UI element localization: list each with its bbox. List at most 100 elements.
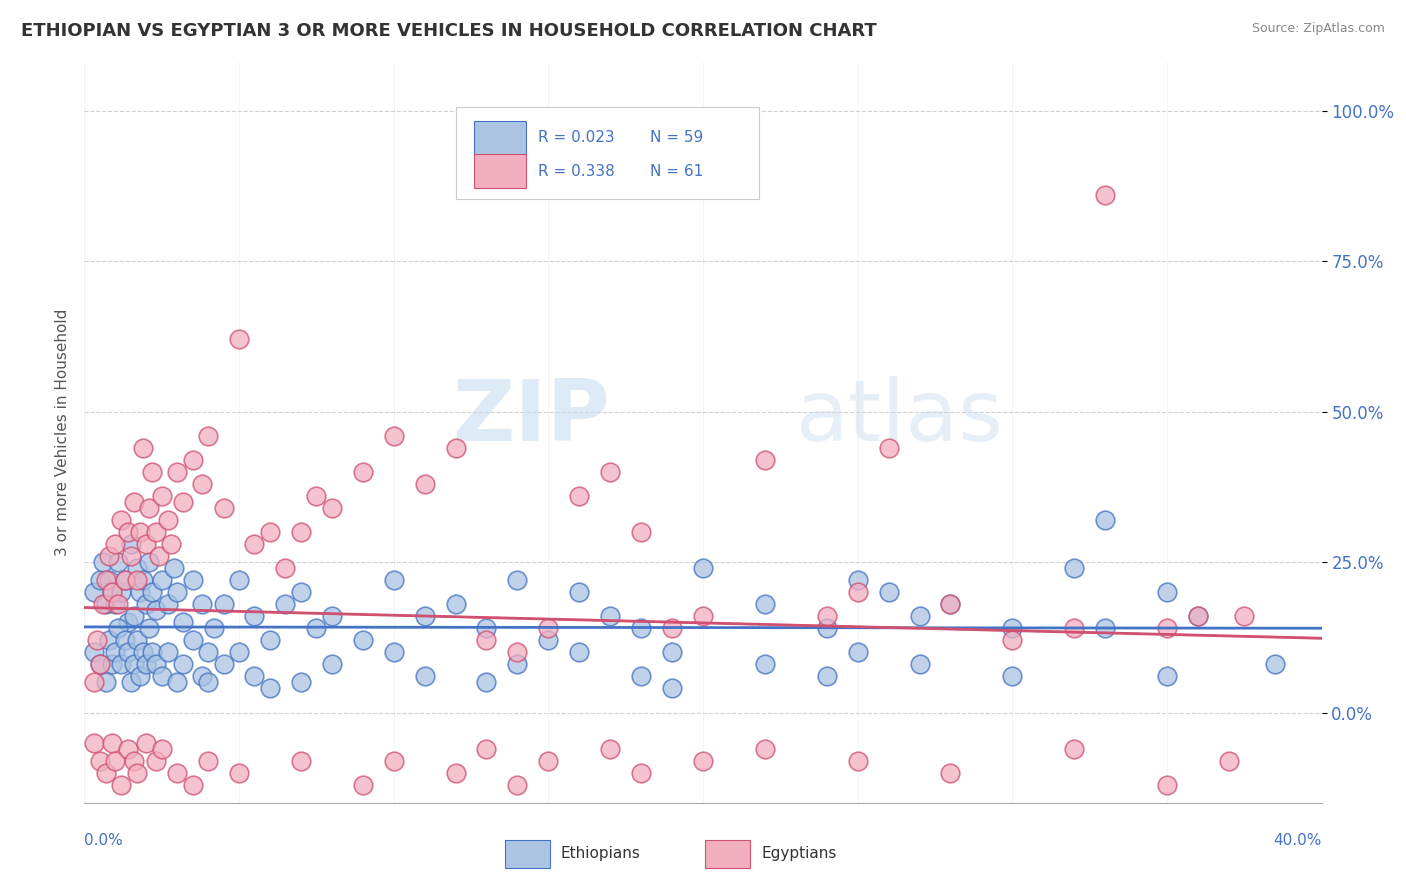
Point	[413, 609, 436, 624]
Point	[228, 645, 250, 659]
Point	[117, 524, 139, 539]
Point	[630, 621, 652, 635]
Point	[506, 778, 529, 792]
Point	[122, 495, 145, 509]
Point	[107, 621, 129, 635]
Point	[156, 513, 179, 527]
Point	[83, 645, 105, 659]
Point	[1094, 621, 1116, 635]
Point	[166, 675, 188, 690]
FancyBboxPatch shape	[706, 840, 749, 868]
Point	[815, 669, 838, 683]
Point	[382, 428, 405, 442]
Point	[475, 675, 498, 690]
Point	[191, 476, 214, 491]
Point	[352, 633, 374, 648]
Point	[101, 585, 124, 599]
Point	[83, 585, 105, 599]
Point	[846, 573, 869, 587]
Point	[172, 615, 194, 630]
Point	[197, 428, 219, 442]
Point	[117, 741, 139, 756]
Point	[939, 597, 962, 611]
Point	[259, 681, 281, 696]
Point	[141, 585, 163, 599]
Point	[290, 585, 312, 599]
Point	[166, 585, 188, 599]
Point	[114, 573, 136, 587]
Point	[117, 645, 139, 659]
Point	[145, 754, 167, 768]
Point	[754, 657, 776, 672]
Point	[537, 621, 560, 635]
Point	[135, 736, 157, 750]
Point	[101, 736, 124, 750]
Point	[537, 754, 560, 768]
Point	[145, 524, 167, 539]
Point	[122, 657, 145, 672]
Point	[160, 537, 183, 551]
Text: 0.0%: 0.0%	[84, 833, 124, 848]
Point	[101, 657, 124, 672]
Point	[661, 621, 683, 635]
Point	[382, 754, 405, 768]
Point	[120, 537, 142, 551]
Point	[243, 669, 266, 683]
Point	[86, 633, 108, 648]
Point	[110, 778, 132, 792]
Point	[382, 573, 405, 587]
Point	[150, 489, 173, 503]
Point	[110, 513, 132, 527]
Text: N = 61: N = 61	[650, 164, 703, 178]
Point	[1001, 621, 1024, 635]
Point	[107, 597, 129, 611]
Point	[321, 500, 343, 515]
Point	[321, 657, 343, 672]
Point	[83, 736, 105, 750]
Y-axis label: 3 or more Vehicles in Household: 3 or more Vehicles in Household	[55, 309, 70, 557]
Point	[413, 476, 436, 491]
Point	[599, 609, 621, 624]
Point	[305, 621, 328, 635]
Point	[156, 597, 179, 611]
Point	[166, 465, 188, 479]
Point	[98, 573, 121, 587]
Point	[228, 765, 250, 780]
Point	[150, 573, 173, 587]
Text: Egyptians: Egyptians	[761, 847, 837, 862]
Point	[305, 489, 328, 503]
Point	[630, 669, 652, 683]
Point	[259, 524, 281, 539]
Point	[444, 441, 467, 455]
Point	[1063, 561, 1085, 575]
Text: atlas: atlas	[796, 376, 1004, 459]
Point	[599, 741, 621, 756]
Point	[98, 633, 121, 648]
Point	[122, 754, 145, 768]
Point	[243, 609, 266, 624]
Point	[754, 741, 776, 756]
Point	[120, 549, 142, 563]
Point	[321, 609, 343, 624]
Point	[94, 597, 117, 611]
Point	[1218, 754, 1240, 768]
Point	[1156, 669, 1178, 683]
Point	[89, 573, 111, 587]
FancyBboxPatch shape	[474, 121, 526, 155]
FancyBboxPatch shape	[505, 840, 550, 868]
Point	[89, 657, 111, 672]
Point	[114, 573, 136, 587]
Point	[145, 603, 167, 617]
Point	[110, 585, 132, 599]
Point	[475, 621, 498, 635]
Point	[181, 573, 204, 587]
Point	[212, 500, 235, 515]
Point	[1063, 741, 1085, 756]
Point	[135, 597, 157, 611]
Point	[846, 645, 869, 659]
Point	[125, 633, 148, 648]
Point	[692, 561, 714, 575]
Point	[877, 585, 900, 599]
Point	[94, 573, 117, 587]
Point	[815, 609, 838, 624]
